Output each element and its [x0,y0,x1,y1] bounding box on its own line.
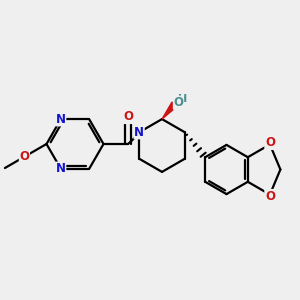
Polygon shape [162,102,177,119]
Text: N: N [56,113,66,126]
Text: O: O [265,190,275,202]
Text: N: N [56,162,66,175]
Text: N: N [134,126,144,139]
Text: O: O [123,110,133,124]
Text: O: O [173,96,183,109]
Text: O: O [265,136,275,149]
Text: O: O [20,150,29,163]
Text: H: H [178,94,188,104]
